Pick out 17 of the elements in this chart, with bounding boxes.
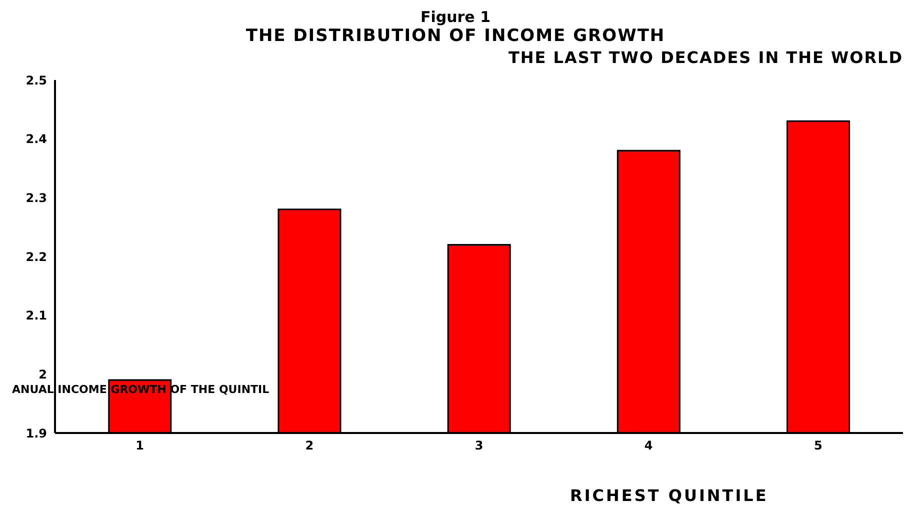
y-tick-label: 1.9 (26, 426, 47, 440)
x-tick-label: 1 (136, 438, 144, 453)
y-tick-label: 2.3 (26, 190, 47, 205)
text: THE LAST TWO DECADES IN THE WORLD (508, 48, 903, 67)
y-axis-title: ANUAL INCOME GROWTH OF THE QUINTIL (12, 383, 270, 396)
y-tick-label: 2 (38, 367, 47, 382)
chart-subtitle: THE DISTRIBUTION OF INCOME GROWTH (244, 26, 666, 46)
x-axis-title: RICHEST QUINTILE (570, 486, 768, 505)
x-tick-label: 5 (814, 438, 822, 453)
y-tick-label: 2.4 (26, 132, 47, 146)
y-tick-label: 2.1 (26, 308, 47, 323)
chart-title: Figure 1 (419, 8, 492, 26)
x-tick-label: 3 (474, 438, 484, 453)
x-tick-label: 4 (644, 438, 653, 453)
y-tick-label: 2.5 (26, 73, 47, 88)
y-tick-label: 2.2 (26, 250, 47, 264)
x-tick-label: 2 (305, 438, 314, 453)
